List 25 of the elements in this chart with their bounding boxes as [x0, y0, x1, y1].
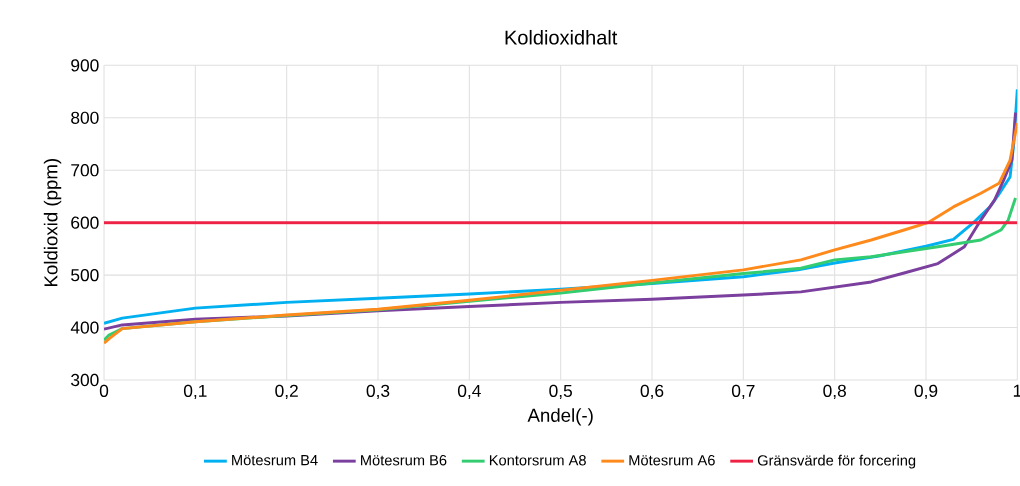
legend-label: Mötesrum B4	[232, 455, 318, 466]
y-axis-title: Koldioxid (ppm)	[43, 159, 62, 286]
y-tick-label: 400	[70, 321, 99, 334]
x-tick-label: 0,1	[183, 384, 207, 400]
x-tick-label: 0,4	[457, 384, 481, 400]
x-tick-label: 0,7	[731, 384, 755, 400]
x-tick-label: 0,5	[549, 384, 572, 400]
y-tick-label: 500	[71, 268, 99, 282]
y-tick-label: 800	[71, 111, 99, 124]
x-tick-label: 0	[99, 384, 109, 397]
legend-label: Mötesrum B6	[361, 455, 447, 466]
y-tick-label: 300	[71, 373, 99, 387]
chart-title: Koldioxidhalt	[505, 29, 618, 45]
legend-label: Mötesrum A6	[629, 455, 715, 466]
x-tick-label: 0,3	[366, 384, 390, 400]
legend-label: Kontorsrum A8	[489, 455, 586, 466]
x-tick-label: 0,2	[275, 384, 298, 400]
x-axis-title: Andel(-)	[527, 408, 593, 426]
y-tick-label: 600	[71, 216, 99, 229]
legend-label: Gränsvärde för forcering	[757, 454, 916, 469]
x-tick-label: 0,8	[823, 384, 846, 400]
y-tick-label: 900	[71, 59, 99, 72]
x-tick-label: 0,9	[914, 384, 938, 400]
x-tick-label: 0,6	[640, 384, 664, 400]
y-tick-label: 700	[71, 164, 99, 177]
